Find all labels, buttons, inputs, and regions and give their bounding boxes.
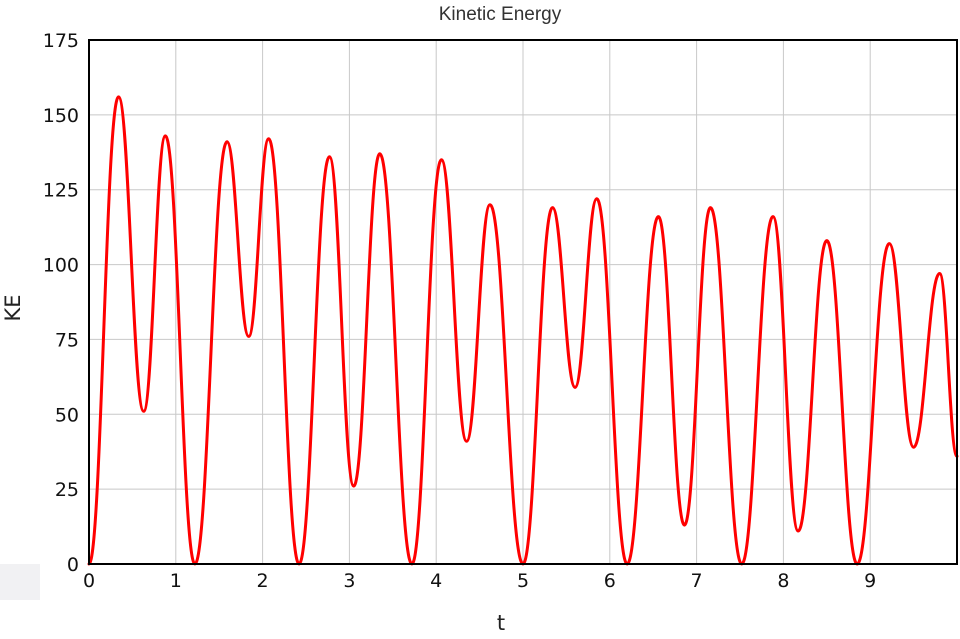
x-tick-label: 8 [777, 570, 789, 592]
y-tick-label: 0 [67, 554, 79, 576]
x-tick-label: 2 [257, 570, 269, 592]
series-line-kinetic-energy [87, 95, 959, 566]
x-tick-label: 7 [691, 570, 703, 592]
x-tick-label: 4 [430, 570, 442, 592]
y-tick-label: 25 [55, 479, 79, 501]
y-tick-label: 50 [55, 404, 79, 426]
tick-labels: 0 1 2 3 4 5 6 7 8 9 0 25 50 75 100 125 150 175 [43, 30, 877, 592]
x-tick-label: 3 [343, 570, 355, 592]
plot-frame [88, 39, 958, 565]
x-tick-label: 1 [170, 570, 182, 592]
x-axis-label: t [497, 611, 505, 635]
x-tick-label: 9 [864, 570, 876, 592]
y-tick-label: 75 [55, 329, 79, 351]
chart-title: Kinetic Energy [438, 4, 562, 25]
x-tick-label: 5 [517, 570, 529, 592]
y-tick-label: 175 [43, 30, 79, 52]
y-tick-label: 100 [43, 255, 79, 277]
bottom-margin-band [0, 600, 960, 639]
y-axis-label: KE [1, 294, 25, 321]
x-tick-label: 0 [83, 570, 95, 592]
x-tick-label: 6 [604, 570, 616, 592]
y-tick-label: 125 [43, 180, 79, 202]
y-tick-label: 150 [43, 105, 79, 127]
